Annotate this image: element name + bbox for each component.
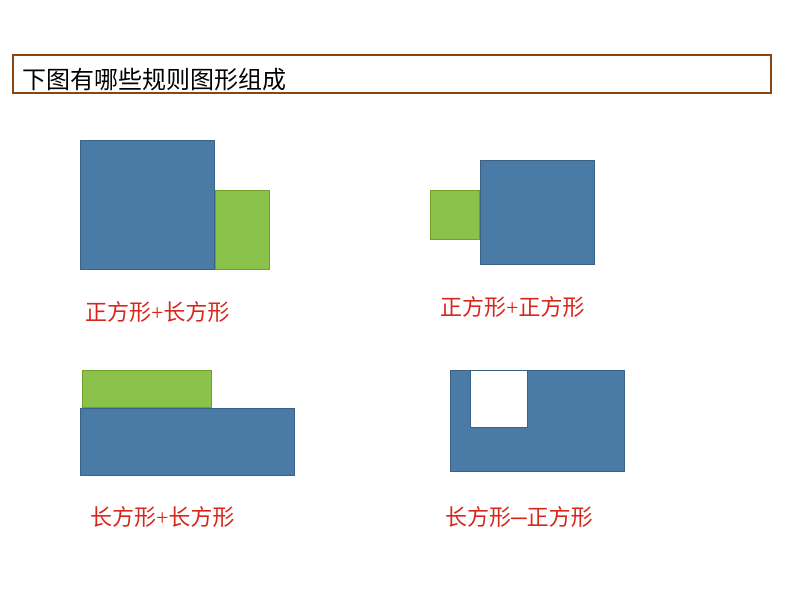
title-box: 下图有哪些规则图形组成 bbox=[12, 54, 772, 94]
fig3-shape-0 bbox=[82, 370, 212, 408]
fig3-caption: 长方形+长方形 bbox=[90, 500, 234, 532]
fig2-caption: 正方形+正方形 bbox=[440, 290, 584, 322]
fig1-container bbox=[80, 140, 290, 280]
fig2-shape-0 bbox=[430, 190, 480, 240]
fig3-container bbox=[80, 370, 310, 480]
fig4-caption: 长方形─正方形 bbox=[445, 500, 593, 532]
fig1-shape-1 bbox=[215, 190, 270, 270]
fig1-caption: 正方形+长方形 bbox=[85, 295, 229, 327]
fig1-shape-0 bbox=[80, 140, 215, 270]
fig4-shape-1 bbox=[470, 370, 528, 428]
fig2-shape-1 bbox=[480, 160, 595, 265]
fig2-container bbox=[430, 160, 640, 270]
fig4-container bbox=[450, 370, 650, 480]
title-text: 下图有哪些规则图形组成 bbox=[22, 68, 286, 94]
fig3-shape-1 bbox=[80, 408, 295, 476]
